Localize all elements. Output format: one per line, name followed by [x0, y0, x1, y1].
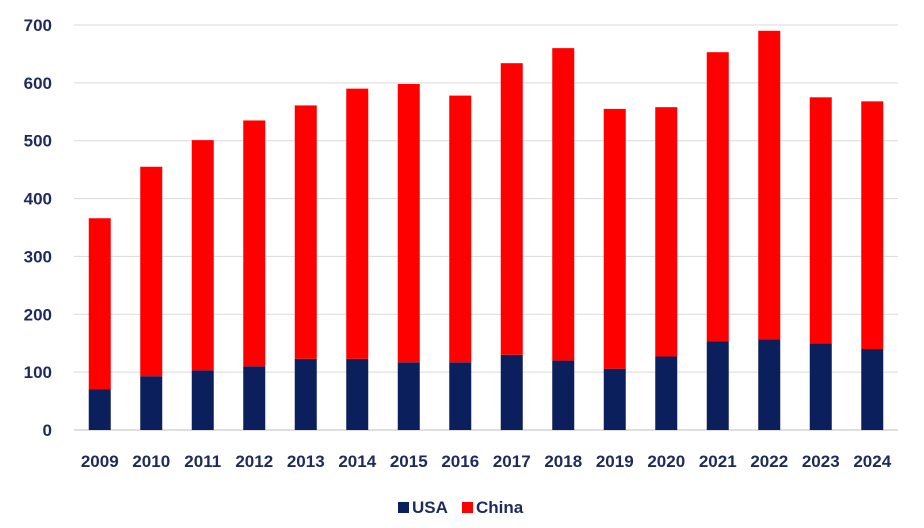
x-tick-label: 2022 — [750, 452, 788, 471]
x-tick-label: 2014 — [338, 452, 376, 471]
legend-swatch-usa — [398, 502, 409, 513]
x-tick-label: 2015 — [390, 452, 428, 471]
x-tick-label: 2019 — [596, 452, 634, 471]
y-tick-label: 400 — [24, 190, 52, 209]
x-tick-label: 2011 — [184, 452, 221, 471]
bar-china-2017 — [500, 63, 523, 355]
bar-china-2021 — [706, 52, 729, 342]
x-tick-label: 2012 — [235, 452, 273, 471]
bar-china-2022 — [758, 30, 781, 340]
x-tick-label: 2017 — [493, 452, 531, 471]
x-tick-label: 2024 — [853, 452, 891, 471]
bar-usa-2010 — [140, 376, 163, 430]
y-tick-label: 600 — [24, 74, 52, 93]
bar-china-2012 — [243, 120, 266, 367]
x-tick-label: 2013 — [287, 452, 325, 471]
bar-usa-2009 — [88, 389, 111, 430]
bar-usa-2018 — [552, 360, 575, 430]
y-tick-label: 0 — [43, 421, 52, 440]
y-tick-label: 700 — [24, 16, 52, 35]
bar-china-2019 — [603, 108, 626, 369]
bar-china-2023 — [809, 97, 832, 344]
bar-china-2018 — [552, 48, 575, 361]
bar-china-2013 — [294, 105, 317, 359]
legend-label-usa: USA — [412, 498, 448, 517]
x-tick-label: 2016 — [441, 452, 479, 471]
bar-usa-2024 — [861, 349, 884, 430]
bar-china-2016 — [449, 95, 472, 363]
x-tick-label: 2021 — [699, 452, 737, 471]
bar-usa-2011 — [191, 370, 214, 430]
bar-china-2024 — [861, 101, 884, 349]
y-tick-label: 500 — [24, 132, 52, 151]
bar-usa-2019 — [603, 368, 626, 430]
y-tick-label: 300 — [24, 247, 52, 266]
x-tick-label: 2009 — [81, 452, 119, 471]
x-tick-label: 2010 — [132, 452, 170, 471]
y-tick-label: 100 — [24, 363, 52, 382]
legend: USA China — [398, 498, 524, 517]
bar-china-2014 — [346, 88, 369, 359]
bar-usa-2014 — [346, 358, 369, 430]
x-tick-label: 2020 — [647, 452, 685, 471]
bar-usa-2013 — [294, 358, 317, 430]
bar-china-2009 — [88, 218, 111, 390]
bar-usa-2021 — [706, 341, 729, 430]
x-tick-label: 2018 — [544, 452, 582, 471]
bar-usa-2017 — [500, 354, 523, 430]
bars — [88, 30, 884, 430]
legend-label-china: China — [476, 498, 524, 517]
x-tick-label: 2023 — [802, 452, 840, 471]
bar-china-2011 — [191, 140, 214, 371]
bar-usa-2020 — [655, 356, 678, 430]
x-axis: 2009 2010 2011 2012 2013 2014 2015 2016 2017 2018… — [81, 452, 892, 471]
bar-usa-2015 — [397, 362, 420, 430]
bar-usa-2016 — [449, 362, 472, 430]
y-axis: 0 100 200 300 400 500 600 700 — [24, 16, 52, 440]
bar-china-2020 — [655, 107, 678, 357]
bar-china-2015 — [397, 84, 420, 363]
legend-swatch-china — [462, 502, 473, 513]
bar-usa-2022 — [758, 339, 781, 430]
y-tick-label: 200 — [24, 305, 52, 324]
bar-usa-2012 — [243, 366, 266, 430]
bar-usa-2023 — [809, 343, 832, 430]
bar-china-2010 — [140, 166, 163, 377]
